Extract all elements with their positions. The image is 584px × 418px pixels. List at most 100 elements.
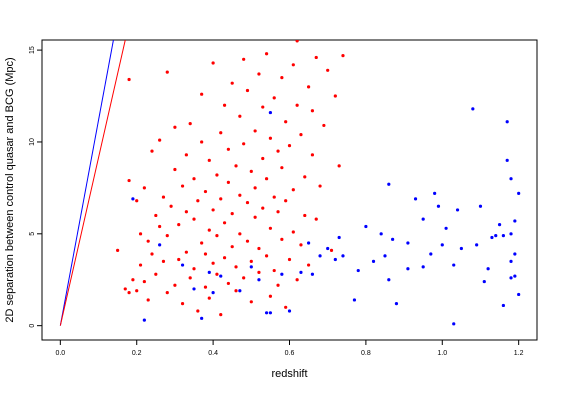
point bbox=[188, 276, 192, 280]
point bbox=[287, 257, 292, 262]
point bbox=[150, 149, 154, 153]
point bbox=[318, 254, 322, 258]
point bbox=[158, 224, 162, 229]
point bbox=[356, 268, 360, 273]
point bbox=[318, 184, 322, 188]
point bbox=[455, 208, 460, 212]
point bbox=[165, 70, 169, 74]
point bbox=[475, 243, 479, 247]
point bbox=[333, 257, 337, 262]
point bbox=[161, 195, 166, 199]
y-tick-label: 10 bbox=[29, 138, 36, 146]
point bbox=[188, 121, 192, 126]
point bbox=[207, 158, 211, 162]
point bbox=[299, 270, 303, 274]
point bbox=[276, 210, 280, 214]
point bbox=[242, 57, 246, 61]
point bbox=[436, 204, 441, 208]
point bbox=[215, 173, 219, 177]
point bbox=[310, 109, 315, 113]
point bbox=[142, 318, 146, 322]
point bbox=[379, 232, 383, 236]
point bbox=[364, 224, 368, 229]
point bbox=[207, 228, 211, 232]
point bbox=[486, 267, 490, 271]
point bbox=[146, 298, 150, 302]
point bbox=[184, 250, 188, 254]
point bbox=[127, 77, 131, 82]
point bbox=[264, 177, 269, 181]
point bbox=[173, 283, 177, 287]
point bbox=[421, 265, 425, 269]
point bbox=[387, 182, 391, 186]
point bbox=[253, 186, 257, 190]
point bbox=[165, 291, 169, 295]
point bbox=[371, 259, 376, 263]
point bbox=[249, 169, 253, 173]
point bbox=[505, 120, 509, 124]
point bbox=[310, 272, 315, 276]
point bbox=[184, 210, 188, 214]
point bbox=[452, 263, 456, 267]
point bbox=[513, 274, 517, 278]
point bbox=[184, 153, 188, 157]
point bbox=[200, 316, 204, 320]
point bbox=[211, 291, 215, 295]
point bbox=[287, 144, 292, 148]
point bbox=[314, 55, 318, 60]
point bbox=[131, 197, 135, 201]
point bbox=[295, 103, 299, 107]
point bbox=[207, 270, 211, 274]
y-axis-label: 2D separation between control quasar and… bbox=[4, 57, 16, 322]
point bbox=[268, 311, 273, 315]
point bbox=[200, 140, 204, 144]
point bbox=[200, 241, 204, 245]
point bbox=[272, 268, 276, 273]
point bbox=[173, 167, 177, 172]
point bbox=[276, 149, 280, 153]
y-tick-label: 15 bbox=[29, 46, 36, 54]
point bbox=[215, 234, 219, 238]
point bbox=[287, 309, 292, 313]
point bbox=[257, 72, 261, 76]
point bbox=[234, 265, 238, 269]
point bbox=[230, 212, 234, 216]
point bbox=[238, 232, 242, 236]
point bbox=[138, 263, 143, 267]
point bbox=[261, 105, 265, 109]
point bbox=[517, 292, 521, 297]
point bbox=[284, 199, 288, 203]
point bbox=[306, 241, 311, 245]
point bbox=[501, 303, 505, 308]
point bbox=[116, 248, 120, 252]
point bbox=[169, 204, 173, 208]
point bbox=[211, 261, 215, 265]
point bbox=[280, 237, 284, 241]
point bbox=[429, 252, 433, 256]
point bbox=[219, 274, 223, 278]
point bbox=[249, 259, 253, 263]
point bbox=[215, 272, 219, 276]
point bbox=[497, 223, 502, 227]
point bbox=[276, 283, 280, 287]
point bbox=[440, 243, 444, 247]
point bbox=[165, 234, 169, 238]
point bbox=[303, 175, 307, 179]
point bbox=[257, 246, 261, 251]
point bbox=[280, 166, 284, 170]
point bbox=[161, 259, 166, 263]
point bbox=[230, 245, 234, 249]
point bbox=[257, 270, 261, 274]
point bbox=[509, 259, 513, 263]
x-tick-label: 0.8 bbox=[361, 350, 371, 357]
point bbox=[306, 263, 311, 267]
point bbox=[226, 180, 230, 184]
point bbox=[200, 92, 204, 96]
point bbox=[177, 223, 181, 227]
point bbox=[192, 217, 196, 221]
point bbox=[245, 239, 250, 243]
point bbox=[517, 191, 521, 195]
point bbox=[192, 287, 196, 291]
point bbox=[341, 254, 345, 258]
point bbox=[131, 278, 135, 282]
